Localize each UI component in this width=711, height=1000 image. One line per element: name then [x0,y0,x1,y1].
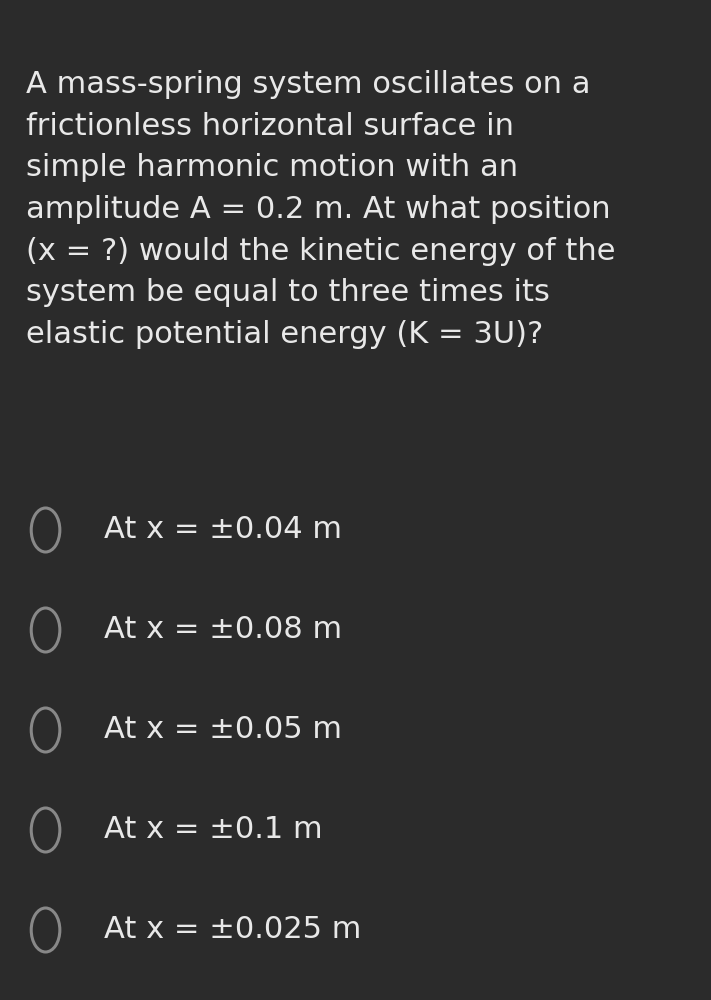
Text: At x = ±0.1 m: At x = ±0.1 m [104,816,323,844]
Text: A mass-spring system oscillates on a
frictionless horizontal surface in
simple h: A mass-spring system oscillates on a fri… [26,70,616,349]
Text: At x = ±0.08 m: At x = ±0.08 m [104,615,342,645]
Text: At x = ±0.05 m: At x = ±0.05 m [104,716,342,744]
Text: At x = ±0.04 m: At x = ±0.04 m [104,516,342,544]
Text: At x = ±0.025 m: At x = ±0.025 m [104,916,361,944]
